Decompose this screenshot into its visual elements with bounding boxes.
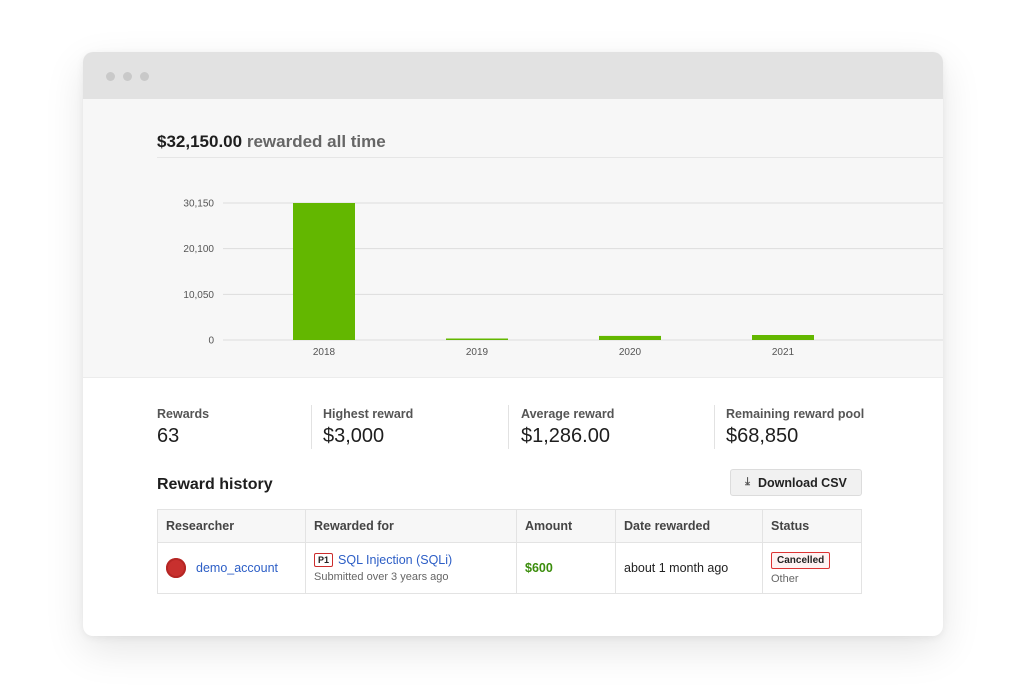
chart-bar-2018: [293, 203, 355, 340]
total-amount: $32,150.00: [157, 132, 243, 151]
submission-link[interactable]: SQL Injection (SQLi): [338, 552, 453, 567]
priority-badge: P1: [314, 553, 334, 568]
avatar: [166, 558, 186, 578]
chart-bar-2020: [599, 335, 661, 340]
reward-amount: $600: [525, 561, 553, 575]
table-header-row: Researcher Rewarded for Amount Date rewa…: [157, 509, 862, 543]
status-badge: Cancelled: [771, 551, 831, 569]
total-suffix: rewarded all time: [246, 132, 386, 151]
status-reason: Other: [771, 572, 799, 585]
y-tick-label: 0: [208, 336, 214, 347]
stat-divider: [714, 405, 715, 449]
column-header-status[interactable]: Status: [762, 509, 862, 543]
x-tick-label: 2020: [619, 347, 642, 358]
reward-history-table: Researcher Rewarded for Amount Date rewa…: [157, 509, 862, 594]
column-header-amount[interactable]: Amount: [516, 509, 616, 543]
heading-divider: [157, 157, 943, 158]
y-tick-label: 20,100: [183, 244, 214, 255]
total-rewarded-heading: $32,150.00 rewarded all time: [157, 132, 386, 152]
status-cell: Cancelled Other: [762, 542, 862, 594]
stat-rewards: Rewards 63: [157, 407, 209, 448]
download-csv-button[interactable]: ⤓ Download CSV: [730, 469, 862, 496]
date-rewarded: about 1 month ago: [624, 561, 729, 575]
stat-label: Remaining reward pool: [726, 407, 865, 421]
window-titlebar: [83, 52, 943, 99]
window-dot-icon: [123, 72, 132, 81]
download-icon: ⤓: [745, 476, 750, 488]
rewards-bar-chart: 0 10,050 20,100 30,150 2018 2019 2020 2021: [183, 199, 943, 358]
stat-label: Rewards: [157, 407, 210, 421]
chart-bar-2021: [752, 335, 814, 340]
researcher-cell: demo_account: [157, 542, 306, 594]
stat-divider: [508, 405, 509, 449]
column-header-researcher[interactable]: Researcher: [157, 509, 306, 543]
chart-bar-2019: [446, 338, 508, 340]
stat-label: Highest reward: [323, 407, 414, 421]
stat-remaining-pool: Remaining reward pool $68,850: [726, 407, 864, 448]
stat-value: 63: [157, 425, 180, 447]
researcher-link[interactable]: demo_account: [196, 561, 279, 575]
column-header-rewarded-for[interactable]: Rewarded for: [305, 509, 517, 543]
window-dot-icon: [106, 72, 115, 81]
stat-value: $68,850: [726, 425, 799, 447]
rewarded-for-cell: P1 SQL Injection (SQLi) Submitted over 3 …: [305, 542, 517, 594]
table-row: demo_account P1 SQL Injection (SQLi) Subm…: [157, 542, 862, 594]
x-tick-label: 2018: [313, 347, 336, 358]
stat-average-reward: Average reward $1,286.00: [521, 407, 614, 448]
stat-highest-reward: Highest reward $3,000: [323, 407, 413, 448]
date-cell: about 1 month ago: [615, 542, 763, 594]
rewards-chart-panel: $32,150.00 rewarded all time 0 10,050 20,1…: [83, 99, 943, 378]
stat-label: Average reward: [521, 407, 615, 421]
y-tick-label: 10,050: [183, 290, 214, 301]
column-header-date-rewarded[interactable]: Date rewarded: [615, 509, 763, 543]
submitted-time: Submitted over 3 years ago: [314, 571, 449, 584]
stat-divider: [311, 405, 312, 449]
window-dot-icon: [140, 72, 149, 81]
stat-value: $3,000: [323, 425, 385, 447]
reward-history-title: Reward history: [157, 476, 273, 493]
download-csv-label: Download CSV: [757, 475, 847, 490]
amount-cell: $600: [516, 542, 616, 594]
x-tick-label: 2021: [772, 347, 795, 358]
stat-value: $1,286.00: [521, 425, 610, 447]
browser-window: $32,150.00 rewarded all time 0 10,050 20,1…: [83, 52, 943, 636]
y-tick-label: 30,150: [183, 199, 214, 210]
x-tick-label: 2019: [466, 347, 489, 358]
